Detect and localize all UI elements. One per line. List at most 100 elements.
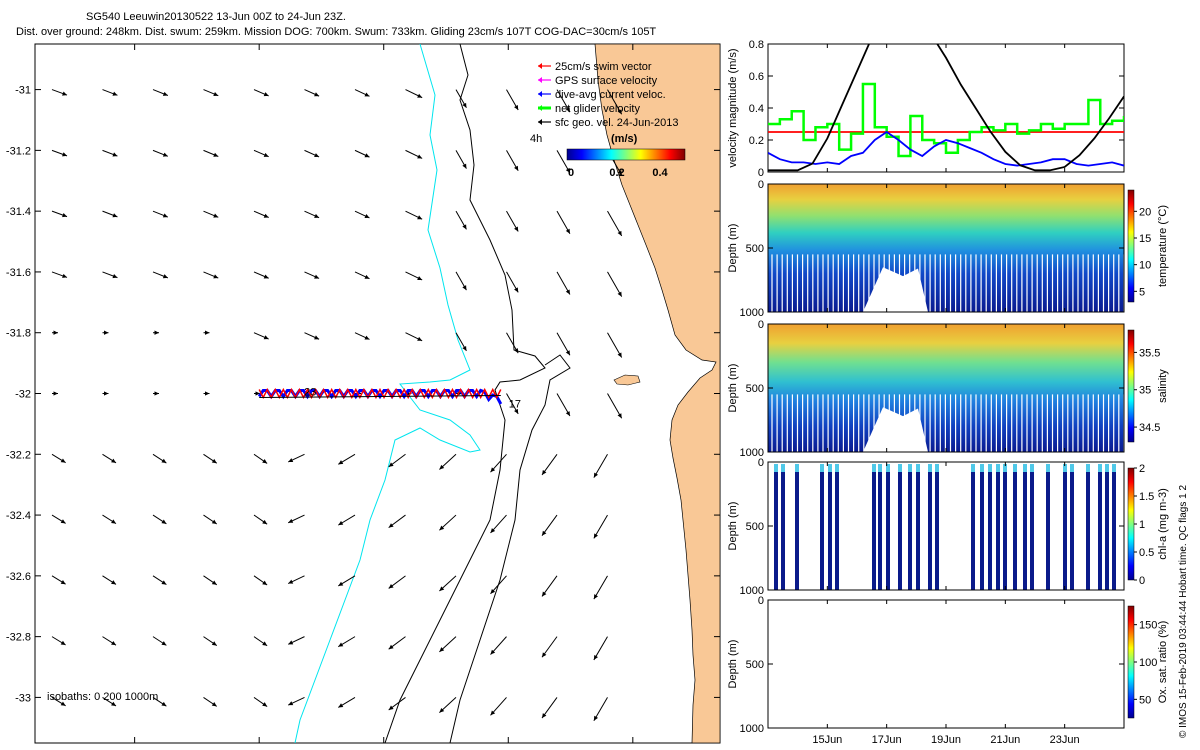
chlorophyll-surface [820,464,824,472]
chlorophyll-surface [1105,464,1109,472]
chlorophyll-profile [1086,468,1090,590]
velocity-arrowhead [490,528,496,533]
salinity-cbtick-1: 35 [1139,385,1151,397]
oxygen-ytick-2: 1000 [740,723,764,735]
oxygen-ylabel: Depth (m) [727,640,739,689]
velocity-arrow [607,332,623,358]
chlorophyll-profile [795,468,799,590]
velocity-arrowhead [204,330,210,335]
legend-arrowhead-0 [538,63,542,69]
chlorophyll-surface [916,464,920,472]
chlorophyll-ylabel: Depth (m) [727,502,739,551]
velocity-arrow [607,210,623,237]
chlorophyll-surface [1070,464,1074,472]
isobath-lines [294,44,571,743]
velocity-arrowhead [462,102,467,108]
velocity-arrowhead [213,213,219,218]
chlorophyll-profile [878,468,882,590]
velocity-ylabel: velocity magnitude (m/s) [727,48,739,167]
temperature-ytick-2: 1000 [740,307,764,319]
chlorophyll-surface [1046,464,1050,472]
velocity-arrowhead [263,92,269,97]
velocity-arrowhead [111,519,117,524]
velocity-ytick-2: 0.4 [749,103,764,115]
salinity-panel: 0 500 1000 Depth (m) 34.5 35 35.5 salinity [727,319,1169,459]
chlorophyll-surface [928,464,932,472]
chlorophyll-colorbar [1127,467,1135,581]
chlorophyll-profile [1030,468,1034,590]
velocity-arrowhead [314,335,320,340]
velocity-ytick-3: 0.6 [749,71,764,83]
velocity-arrowhead [439,707,445,713]
isobath-0m [449,354,571,743]
velocity-arrowhead [593,472,599,478]
velocity-arrowhead [541,530,547,536]
velocity-arrowhead [439,464,445,470]
velocity-ytick-1: 0.2 [749,135,764,147]
velocity-arrowhead [338,642,344,647]
velocity-arrowhead [593,654,599,660]
velocity-arrowhead [338,520,344,526]
velocity-arrowhead [262,641,268,646]
chlorophyll-profile [996,468,1000,590]
velocity-arrowhead [204,391,210,396]
velocity-arrowhead [111,640,117,646]
velocity-arrowhead [60,580,66,585]
salinity-cbtick-0: 34.5 [1139,422,1160,434]
velocity-arrowhead [60,519,66,524]
velocity-arrowhead [111,580,117,585]
isobaths-label: isobaths: 0 200 1000m [47,691,158,703]
chlorophyll-profile [774,468,778,590]
velocity-arrowhead [263,274,269,279]
velocity-arrowhead [338,703,344,708]
velocity-arrowhead [439,586,445,592]
velocity-arrowhead [565,350,570,356]
velocity-arrowhead [462,224,467,230]
chlorophyll-surface [795,464,799,472]
velocity-arrowhead [462,345,467,351]
oxygen-colorbar [1127,605,1135,719]
isobath-200m [384,44,546,743]
velocity-arrowhead [439,647,445,652]
map-y-tick-4: -31.8 [6,328,31,340]
chlorophyll-profile [916,468,920,590]
oxygen-cbtick-2: 150 [1139,620,1157,632]
chlorophyll-surface [1086,464,1090,472]
temperature-ytick-1: 500 [746,243,764,255]
velocity-arrowhead [593,715,599,721]
map-y-tick-5: -32 [15,389,31,401]
velocity-arrowhead [288,701,294,706]
velocity-arrowhead [364,335,370,340]
velocity-arrowhead [263,152,269,157]
chlorophyll-surface [996,464,1000,472]
temperature-cblabel: temperature (°C) [1157,205,1169,287]
chlorophyll-profile [886,468,890,590]
velocity-arrowhead [62,273,68,278]
chlorophyll-profile [1003,468,1007,590]
velocity-arrowhead [514,104,519,110]
chlorophyll-profile [908,468,912,590]
chlorophyll-profile [1013,468,1017,590]
chlorophyll-panel: 0 500 1000 Depth (m) 0 0.5 1 1.5 2 chl-a (mg m-3) [727,457,1169,597]
velocity-arrowhead [60,458,66,463]
swim-vector-trace [258,387,502,400]
chlorophyll-cbtick-1: 0.5 [1139,547,1154,559]
chlorophyll-profile [872,468,876,590]
chlorophyll-surface [898,464,902,472]
velocity-arrowhead [439,525,445,531]
isobath-1000m [294,44,481,743]
velocity-arrowhead [162,274,168,279]
velocity-arrowhead [53,391,58,396]
velocity-arrowhead [111,701,117,706]
velocity-arrowhead [541,591,547,597]
salinity-bank [863,407,928,452]
velocity-arrowhead [541,469,547,475]
track-label-start: 23 [304,387,316,399]
map-y-tick-2: -31.4 [6,206,31,218]
temperature-panel: 0 500 1000 Depth (m) 5 10 15 20 temperature (°C) [727,179,1169,319]
footer-note: © IMOS 15-Feb-2019 03:44:44 Hobart time.… [1178,484,1189,738]
legend-arrowhead-1 [538,77,542,83]
velocity-arrowhead [211,702,217,707]
chlorophyll-cbtick-4: 2 [1139,463,1145,475]
velocity-arrowhead [593,533,599,539]
